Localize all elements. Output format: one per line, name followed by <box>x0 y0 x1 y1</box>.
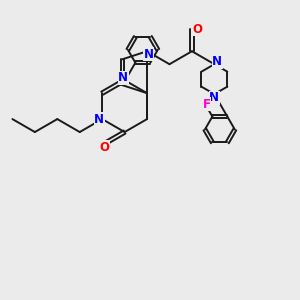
Text: N: N <box>118 71 128 84</box>
Text: N: N <box>94 112 104 126</box>
Text: N: N <box>143 48 154 61</box>
Text: N: N <box>209 91 219 104</box>
Text: F: F <box>203 98 211 111</box>
Text: N: N <box>212 55 222 68</box>
Text: O: O <box>99 141 109 154</box>
Text: O: O <box>192 23 202 36</box>
